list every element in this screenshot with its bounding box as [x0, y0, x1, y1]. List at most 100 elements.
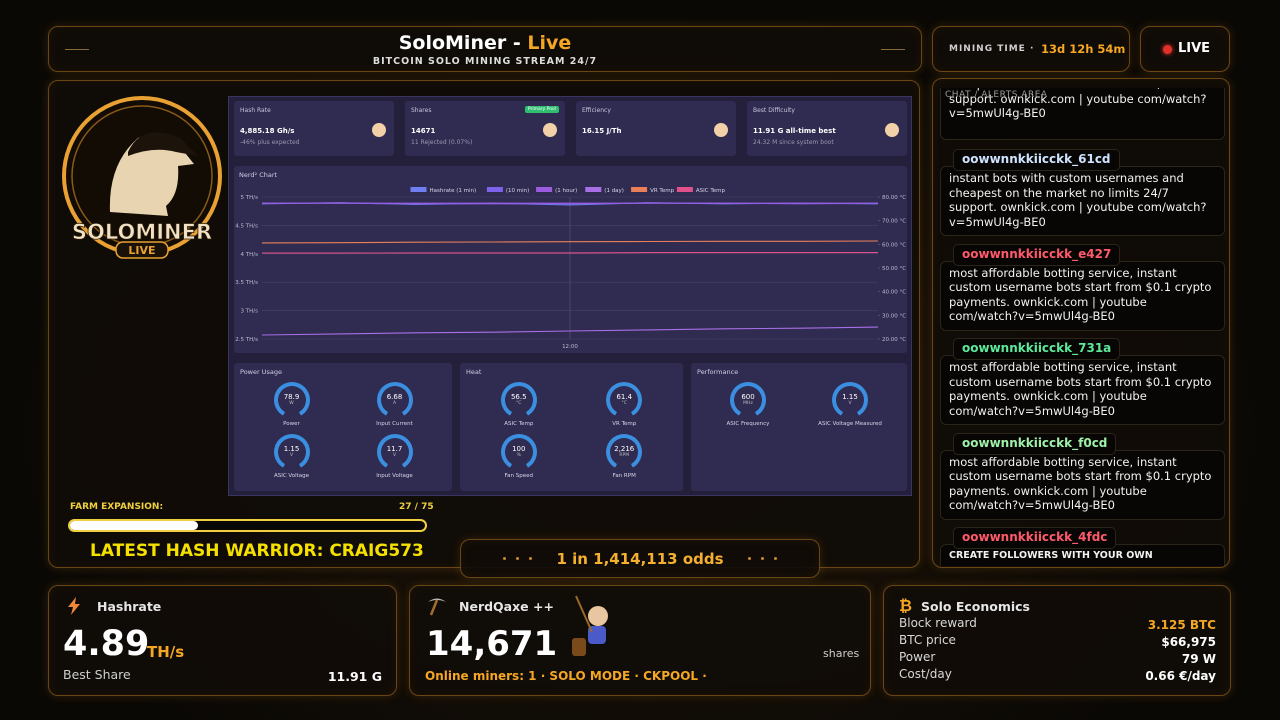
dot: [747, 557, 751, 560]
shares-unit: shares: [823, 647, 860, 660]
gauge-value: 61.4: [616, 392, 633, 401]
mining-time-value: 13d 12h 54m: [1041, 42, 1126, 56]
title-main: SoloMiner -: [398, 32, 521, 54]
gauge-label: Power: [283, 421, 300, 427]
dot: [773, 557, 777, 560]
gauge-label: ASIC Voltage Measured: [818, 421, 882, 427]
chat-list: cheapest on the market no limits 24/7 su…: [940, 88, 1228, 566]
gauge-center: 2,216 RPM: [610, 438, 639, 466]
gauge-unit: RPM: [619, 452, 630, 458]
mining-time: MINING TIME · 13d 12h 54m: [932, 26, 1130, 72]
farm-count: 27 / 75: [399, 502, 434, 512]
gauge-unit: °C: [516, 400, 522, 406]
bitcoin-icon: ₿: [899, 596, 913, 615]
chat-title: CHAT / ALERTS AREA: [945, 90, 1048, 100]
gauge: 61.4 °C VR Temp: [572, 382, 678, 428]
gauge-ring: 6.68 A: [376, 382, 413, 418]
live-dot: [1163, 45, 1172, 54]
gauge: 6.68 A Input Current: [343, 382, 446, 428]
gauge-value: 1.15: [283, 444, 300, 453]
gauge-center: 1.15 V: [836, 386, 864, 414]
shares-value: 14,671: [426, 624, 558, 664]
econ-value: 79 W: [1181, 652, 1216, 666]
stat-card: Efficiency 16.15 J/Th: [576, 101, 736, 156]
chat-user: oowwnnkkiicckk_61cd: [953, 149, 1120, 171]
card-icon: [372, 123, 386, 137]
chat-message: most affordable botting service, instant…: [940, 355, 1225, 425]
odds-panel: 1 in 1,414,113 odds: [460, 539, 820, 578]
chat-message: most affordable botting service, instant…: [940, 449, 1225, 520]
gauge-value: 2,216: [614, 444, 635, 453]
gauge-center: 61.4 °C: [610, 386, 639, 414]
card-badge: Primary Pool: [524, 106, 559, 113]
gauge-value: 600: [741, 392, 755, 401]
gauge-value: 100: [512, 444, 526, 453]
card-title: Hash Rate: [240, 107, 271, 114]
hashrate-value: 4.89: [63, 624, 150, 664]
gauge-grid: 78.9 W Power 6.68 A Input Current 1.15 V ASIC Vo…: [240, 382, 446, 480]
odds: 1 in 1,414,113 odds: [556, 549, 724, 568]
gauge-ring: 61.4 °C: [606, 382, 643, 418]
gauge-center: 56.5 °C: [504, 386, 533, 414]
gauge-label: Fan Speed: [504, 473, 533, 479]
gauge: 100% Fan Speed: [466, 434, 572, 480]
dashboard: Nerd² Chart Hash Rate 4,885.18 Gh/s -46% p…: [228, 96, 912, 496]
chat-message: cheapest on the market no limits 24/7 su…: [940, 88, 1225, 140]
farm-bar-track: [68, 519, 427, 532]
gauge-unit: A: [392, 400, 397, 406]
warrior: LATEST HASH WARRIOR: CRAIG573: [90, 541, 424, 561]
hashrate-panel: Hashrate 4.89 TH/s Best Share 11.91 G: [48, 585, 397, 696]
gauge: 78.9 W Power: [240, 382, 343, 428]
gauge-grid: 600 MHz ASIC Frequency 1.15 V ASIC Voltage Me…: [697, 382, 901, 428]
logo-name: SOLOMINER: [72, 220, 212, 244]
gauge-label: ASIC Frequency: [726, 421, 770, 427]
gauge-value: 1.15: [842, 392, 858, 401]
gauge-center: 100%: [504, 438, 533, 466]
card-value: 16.15 J/Th: [582, 127, 622, 135]
rule: [65, 49, 89, 50]
farm-label: FARM EXPANSION:: [70, 502, 164, 512]
card-value: 4,885.18 Gh/s: [240, 127, 295, 135]
gauge: 11.7 V Input Voltage: [343, 434, 446, 480]
group-title: Power Usage: [240, 368, 282, 376]
live-badge: LIVE: [1140, 26, 1230, 72]
card-icon: [714, 123, 728, 137]
mascot: [572, 595, 608, 656]
group-title: Performance: [697, 368, 739, 376]
card-icon: [543, 123, 557, 137]
rule: [881, 49, 905, 50]
live-text: LIVE: [1178, 41, 1211, 56]
gauge: 56.5 °C ASIC Temp: [466, 382, 572, 428]
hashrate-title: Hashrate: [97, 599, 162, 614]
gauge-ring: 1.15 V: [832, 382, 868, 418]
hashrate-unit: TH/s: [147, 643, 185, 661]
subtitle: BITCOIN SOLO MINING STREAM 24/7: [372, 56, 598, 67]
farm-total: 75: [421, 502, 434, 512]
econ-label: BTC price: [899, 633, 956, 647]
miner-panel: NerdQaxe ++ 14,671 shares Online miners:…: [409, 585, 871, 696]
mining-time-label: MINING TIME ·: [949, 44, 1035, 54]
stat-card: Shares Primary Pool 14671 11 Rejected (0.07…: [405, 101, 565, 156]
economics-title: Solo Economics: [921, 599, 1030, 614]
econ-label: Block reward: [899, 616, 977, 630]
gauge-unit: V: [848, 400, 852, 406]
miner-status: Online miners: 1 · SOLO MODE · CKPOOL ·: [425, 669, 707, 683]
econ-value: 0.66 €/day: [1145, 669, 1216, 683]
card-value: 14671: [411, 127, 436, 135]
gauge-value: 78.9: [283, 392, 300, 401]
card-title: Best Difficulty: [753, 107, 795, 114]
farm-current: 27: [399, 502, 412, 512]
farm-bar: [70, 521, 198, 530]
gauge-label: VR Temp: [612, 421, 637, 427]
chat-user: oowwnnkkiicckk_4fdc: [953, 527, 1117, 549]
card-title: Shares: [411, 107, 432, 114]
gauge-label: Input Voltage: [376, 473, 413, 479]
bolt-icon: [68, 597, 80, 615]
econ-value: $66,975: [1161, 635, 1216, 649]
chat-user: oowwnnkkiicckk_731a: [953, 338, 1121, 360]
econ-value: 3.125 BTC: [1147, 618, 1216, 632]
gauge-center: 11.7 V: [380, 438, 409, 466]
gauge-center: 600 MHz: [734, 386, 762, 414]
title-panel: SoloMiner - Live BITCOIN SOLO MINING STR…: [48, 26, 922, 72]
